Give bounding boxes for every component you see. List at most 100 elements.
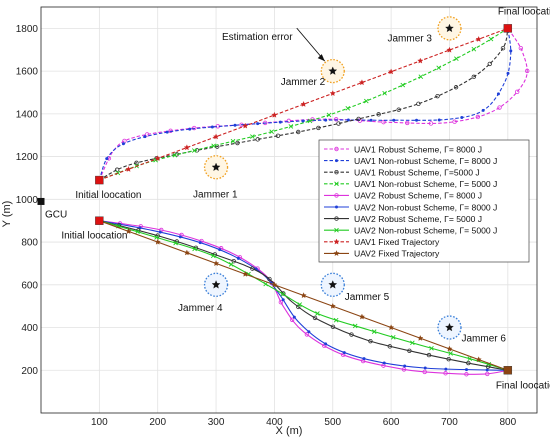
trajectory-marker [488,36,494,42]
trajectory-marker [263,281,269,287]
trajectory-marker [333,238,340,245]
trajectory-marker [267,276,272,282]
legend-entry: UAV1 Non-robust Scheme, Γ= 5000 J [324,179,497,189]
jammer: Jammer 6 [437,315,506,345]
trajectory-marker [475,114,481,120]
x-tick-label: 500 [324,417,341,428]
trajectory-marker [218,248,222,252]
trajectory-marker [444,367,448,371]
trajectory-marker [235,140,240,146]
trajectory-marker [333,317,339,323]
series-layer [98,27,530,377]
trajectory-marker [213,260,220,267]
trajectory-marker [329,302,336,309]
legend-entry: UAV1 Non-robust Scheme, Γ= 8000 J [324,156,497,166]
trajectory-marker [154,155,161,161]
trajectory-marker [405,120,410,126]
trajectory-marker [324,118,328,122]
y-tick-label: 1000 [16,195,39,206]
x-tick-label: 800 [499,417,516,428]
trajectory-marker [154,235,159,240]
y-tick-label: 600 [21,280,38,291]
trajectory-marker [275,133,281,138]
x-tick-label: 100 [91,417,108,428]
trajectory-line [99,220,508,371]
jammer: Jammer 5 [320,272,390,303]
trajectory-marker [518,45,524,51]
jammer-label: Jammer 6 [461,334,506,345]
trajectory-marker [304,332,310,337]
trajectory-marker [250,134,255,139]
trajectory-series [99,27,509,181]
endpoint-marker [503,24,513,33]
trajectory-marker [417,335,424,341]
trajectory-marker [390,334,396,340]
jammer-label: Jammer 3 [387,33,432,44]
trajectory-marker [334,227,339,233]
trajectory-marker [464,372,469,377]
trajectory-marker [454,56,459,61]
x-axis-label: X (m) [276,425,303,437]
trajectory-marker [371,329,377,334]
legend-label: UAV1 Fixed Trajectory [354,237,440,247]
trajectory-marker [460,116,464,120]
trajectory-marker [401,367,407,372]
trajectory-marker [230,138,236,144]
trajectory-marker [352,323,358,329]
trajectory-marker [485,371,490,377]
legend-label: UAV2 Non-robust Scheme, Γ= 8000 J [354,202,497,212]
trajectory-marker [315,311,320,316]
trajectory-marker [400,82,406,88]
x-tick-label: 300 [208,417,225,428]
trajectory-marker [471,74,477,80]
jammer: Jammer 3 [387,16,462,44]
trajectory-marker [280,291,286,297]
trajectory-marker [342,351,346,355]
x-tick-label: 400 [266,417,283,428]
trajectory-marker [418,74,424,79]
legend-entry: UAV2 Non-robust Scheme, Γ= 5000 J [324,226,497,236]
trajectory-marker [236,256,240,260]
trajectory-marker [134,160,139,166]
trajectory-marker [509,49,513,53]
trajectory-marker [183,249,190,256]
trajectory-marker [301,119,305,123]
trajectory-marker [452,119,457,124]
trajectory-marker [334,169,339,175]
trajectory-marker [369,118,373,122]
legend-label: UAV2 Robust Scheme, Γ= 8000 J [354,191,482,201]
trajectory-marker [417,57,424,64]
endpoint-label: Final loocation [498,6,550,17]
jammer-icon [211,280,221,289]
jammer-icon [328,280,338,289]
trajectory-marker [333,250,340,256]
trajectory-marker [446,345,453,352]
trajectory-marker [333,117,339,122]
trajectory-marker [428,121,434,126]
trajectory-marker [443,371,448,376]
trajectory-marker [423,366,427,370]
x-tick-label: 200 [149,417,166,428]
y-tick-label: 800 [21,238,38,249]
trajectory-marker [381,119,386,125]
trajectory-marker [289,317,295,322]
trajectory-marker [363,98,369,104]
trajectory-marker [500,45,506,51]
trajectory-marker [496,92,500,96]
trajectory-marker [292,315,296,319]
trajectory-marker [255,137,260,142]
annotation-arrow-line [296,27,326,62]
trajectory-marker [231,258,236,264]
trajectory-line [99,27,509,181]
trajectory-marker [334,181,339,187]
trajectory-marker [213,133,220,140]
trajectory-marker [210,125,214,129]
axis-ticks: 100 200 300 400 500 600 700 800 200 400 600 800 1000… [16,24,517,428]
trajectory-marker [497,105,502,110]
legend-entry: UAV1 Robust Scheme, Γ= 8000 J [324,144,482,154]
trajectory-marker [198,241,202,245]
endpoint-label: Initial loocation [75,190,141,201]
trajectory-marker [335,205,338,209]
trajectory-marker [125,228,132,234]
